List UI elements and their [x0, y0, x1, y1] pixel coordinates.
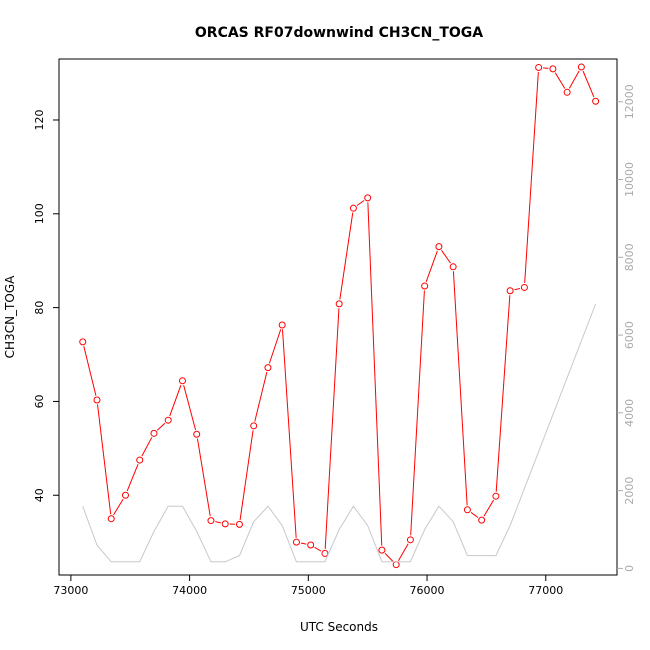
- series-1-segment: [524, 71, 539, 283]
- series-1-segment: [324, 308, 340, 549]
- series-1-segment: [384, 553, 394, 562]
- series-2-line: [82, 303, 597, 563]
- series-1-point: [563, 88, 571, 96]
- series-1-point: [193, 430, 201, 438]
- series-1-segment: [514, 287, 521, 291]
- series-1-segment: [568, 70, 580, 89]
- y2-tick-label: 10000: [623, 162, 636, 197]
- x-tick-label: 76000: [410, 584, 445, 597]
- series-1-point: [207, 517, 215, 525]
- x-axis-label: UTC Seconds: [300, 620, 378, 634]
- series-1-point: [378, 546, 386, 554]
- series-1-segment: [410, 290, 425, 536]
- y2-tick-label: 8000: [623, 243, 636, 271]
- series-1-segment: [169, 384, 182, 417]
- y2-tick-label: 0: [623, 565, 636, 572]
- y-tick-label: 100: [33, 203, 46, 224]
- series-1-point: [150, 429, 158, 437]
- series-1-point: [221, 520, 229, 528]
- series-1-segment: [495, 295, 511, 492]
- x-axis: 73000 74000 75000 76000 77000: [53, 575, 563, 597]
- series-1-point: [535, 63, 543, 71]
- series-1-segment: [126, 464, 139, 492]
- x-tick-label: 73000: [53, 584, 88, 597]
- series-1-point: [406, 536, 414, 544]
- series-1-segment: [113, 498, 124, 516]
- chart-title: ORCAS RF07downwind CH3CN_TOGA: [195, 25, 483, 41]
- series-1-point: [463, 506, 471, 514]
- series-1-point: [307, 541, 315, 549]
- series-1-segment: [300, 542, 307, 545]
- series-1-segment: [254, 371, 268, 422]
- x-tick-label: 75000: [291, 584, 326, 597]
- series-1-segment: [425, 250, 438, 282]
- series-1-point: [577, 63, 585, 71]
- y2-tick-label: 4000: [623, 399, 636, 427]
- series-1-point: [549, 65, 557, 73]
- series-1-point: [292, 538, 300, 546]
- series-1-point: [321, 549, 329, 557]
- y-tick-label: 40: [33, 488, 46, 502]
- series-1-point: [435, 243, 443, 251]
- series-1-point: [178, 377, 186, 385]
- y-axis-right: 0 2000 4000 6000 8000 10000 12000: [617, 84, 636, 572]
- series-1-segment: [141, 437, 153, 457]
- series-1-point: [520, 283, 528, 291]
- series-1-segment: [314, 546, 322, 552]
- series-1-segment: [339, 212, 354, 300]
- series-1-segment: [183, 385, 197, 431]
- y-tick-label: 80: [33, 301, 46, 315]
- x-tick-label: 77000: [528, 584, 563, 597]
- series-1-segment: [367, 202, 383, 546]
- series-1-point: [79, 338, 87, 346]
- series-1-segment: [470, 512, 479, 518]
- y-tick-label: 60: [33, 394, 46, 408]
- y2-tick-label: 12000: [623, 84, 636, 119]
- series-1-point: [506, 287, 514, 295]
- series-1-segment: [441, 250, 451, 264]
- series-1-segment: [356, 200, 365, 206]
- series-1-point: [107, 515, 115, 523]
- series-1-point: [492, 492, 500, 500]
- series-1-segment: [554, 72, 566, 89]
- series-1-segment: [397, 543, 409, 562]
- series-1-point: [335, 300, 343, 308]
- y-axis-label: CH3CN_TOGA: [3, 275, 17, 358]
- y-axis-left: 40 60 80 100 120: [33, 109, 59, 502]
- series-1-segment: [582, 70, 595, 98]
- series-1-point: [349, 204, 357, 212]
- series-1-point: [121, 491, 129, 499]
- series-1-segment: [268, 329, 282, 364]
- series-1-segment: [452, 271, 468, 506]
- series-1-point: [364, 194, 372, 202]
- plot-frame: [58, 58, 618, 576]
- series-1-point: [278, 321, 286, 329]
- series-1-segment: [281, 329, 297, 538]
- series-1-segment: [543, 67, 549, 69]
- series-1-segment: [156, 422, 166, 431]
- y2-tick-label: 2000: [623, 477, 636, 505]
- series-1-point: [449, 263, 457, 271]
- series-1-point: [136, 456, 144, 464]
- series-1-point: [421, 282, 429, 290]
- series-1-point: [235, 520, 243, 528]
- series-1-segment: [196, 438, 211, 517]
- series-1-point: [93, 396, 101, 404]
- y-tick-label: 120: [33, 109, 46, 130]
- series-1-point: [592, 97, 600, 105]
- series-1-segment: [83, 346, 97, 396]
- series-1-point: [264, 364, 272, 372]
- x-tick-label: 74000: [172, 584, 207, 597]
- series-1-segment: [483, 499, 495, 517]
- series-1-segment: [97, 404, 112, 515]
- series-1-segment: [215, 521, 221, 524]
- y2-tick-label: 6000: [623, 321, 636, 349]
- series-1-point: [164, 416, 172, 424]
- series-1-segment: [239, 430, 254, 520]
- series-1-point: [478, 516, 486, 524]
- series-layer: [79, 63, 600, 569]
- series-1-point: [250, 422, 258, 430]
